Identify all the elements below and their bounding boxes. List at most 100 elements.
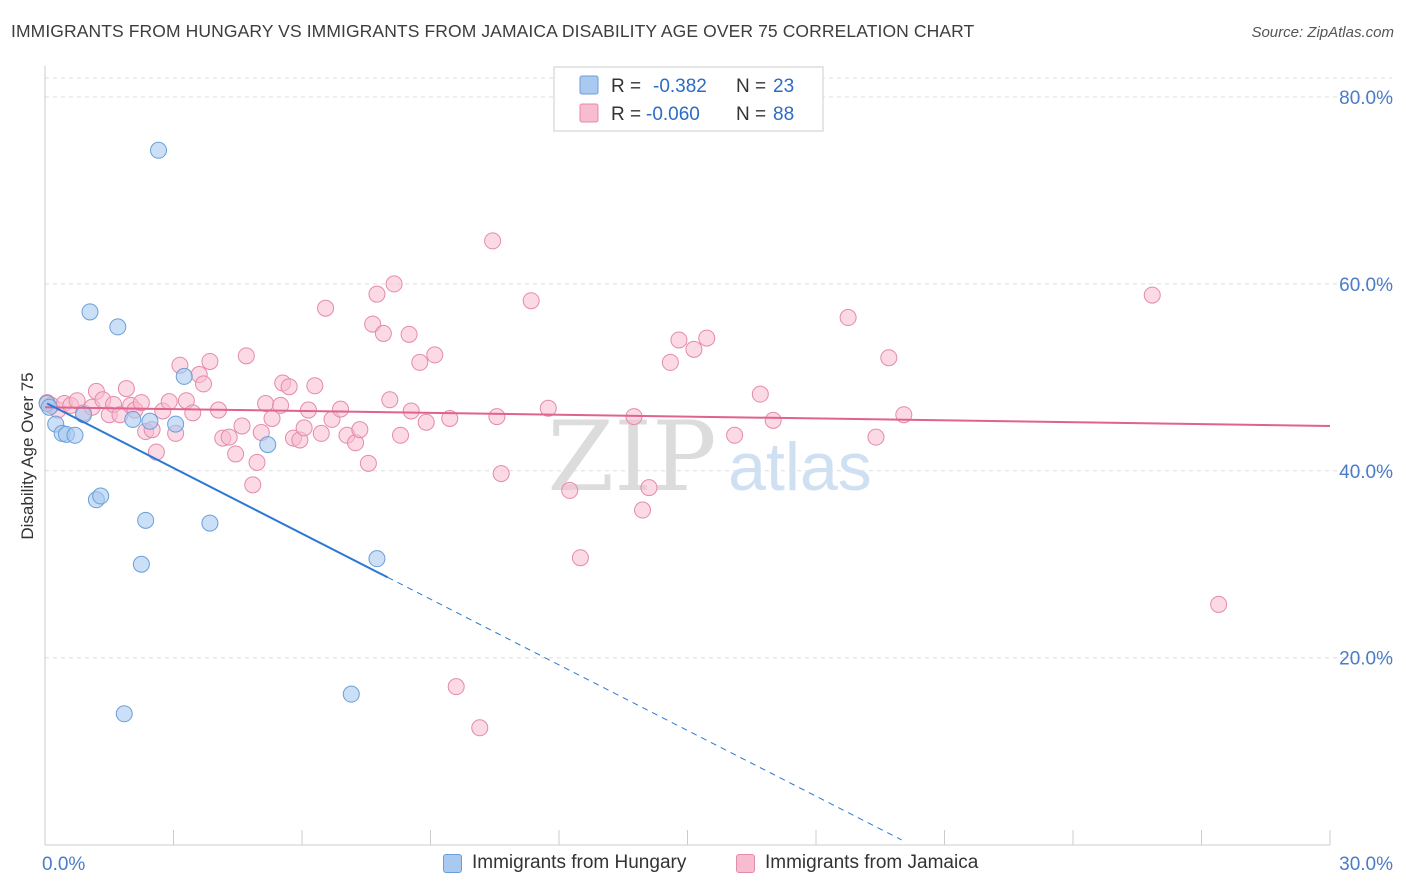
series-legend: Immigrants from Hungary Immigrants from …: [0, 852, 1406, 878]
jamaica-point: [184, 404, 202, 422]
correlation-legend: R = -0.382 N = 23 R = -0.060 N = 88: [553, 66, 824, 132]
x-tick-label: 30.0%: [1339, 854, 1393, 875]
legend-item-hungary[interactable]: Immigrants from Hungary: [443, 852, 686, 874]
legend-item-jamaica[interactable]: Immigrants from Jamaica: [736, 852, 978, 874]
jamaica-point: [227, 445, 245, 463]
hungary-point: [175, 367, 193, 385]
hungary-point: [132, 555, 150, 573]
source-credit: Source: ZipAtlas.com: [1251, 24, 1394, 41]
jamaica-point: [312, 424, 330, 442]
jamaica-point: [368, 285, 386, 303]
legend-swatch-hungary: [579, 75, 599, 95]
jamaica-point: [1143, 286, 1161, 304]
hungary-points: [38, 141, 386, 723]
jamaica-point: [201, 352, 219, 370]
jamaica-point: [359, 454, 377, 472]
legend-label-jamaica: Immigrants from Jamaica: [765, 852, 979, 873]
legend-label-hungary: Immigrants from Hungary: [472, 852, 687, 873]
hungary-point: [368, 550, 386, 568]
x-tick-label: 0.0%: [42, 854, 85, 875]
jamaica-point: [385, 275, 403, 293]
hungary-point: [259, 436, 277, 454]
jamaica-point: [640, 479, 658, 497]
jamaica-point: [751, 385, 769, 403]
jamaica-point: [634, 501, 652, 519]
axes: [44, 66, 1331, 846]
hungary-point: [92, 487, 110, 505]
hungary-point: [115, 705, 133, 723]
jamaica-point: [698, 329, 716, 347]
legend-r-label: R =: [611, 76, 641, 97]
legend-n-value: 23: [773, 76, 794, 97]
jamaica-point: [374, 324, 392, 342]
jamaica-point: [670, 331, 688, 349]
jamaica-point: [402, 402, 420, 420]
jamaica-point: [417, 413, 435, 431]
jamaica-point: [306, 377, 324, 395]
jamaica-point: [447, 678, 465, 696]
jamaica-point: [764, 411, 782, 429]
jamaica-point: [381, 391, 399, 409]
jamaica-point: [426, 346, 444, 364]
jamaica-point: [471, 719, 489, 737]
legend-r-value: -0.060: [646, 104, 700, 125]
jamaica-point: [295, 419, 313, 437]
y-tick-label: 60.0%: [1339, 275, 1393, 296]
legend-r-label: R =: [611, 104, 641, 125]
jamaica-point: [272, 396, 290, 414]
jamaica-point: [539, 399, 557, 417]
jamaica-point: [839, 309, 857, 327]
legend-n-label: N =: [736, 76, 766, 97]
hungary-point: [342, 685, 360, 703]
jamaica-point: [411, 353, 429, 371]
legend-n-label: N =: [736, 104, 766, 125]
hungary-point: [141, 412, 159, 430]
hungary-point: [66, 426, 84, 444]
jamaica-point: [484, 232, 502, 250]
tick-labels: 20.0% 40.0% 60.0% 80.0% 0.0% 30.0%: [42, 88, 1393, 875]
jamaica-point: [561, 481, 579, 499]
jamaica-point: [220, 428, 238, 446]
jamaica-point: [364, 315, 382, 333]
jamaica-point: [194, 375, 212, 393]
jamaica-point: [147, 443, 165, 461]
watermark: ZIP atlas: [547, 401, 871, 513]
jamaica-swatch: [736, 853, 755, 873]
jamaica-point: [492, 465, 510, 483]
legend-r-value: -0.382: [653, 76, 707, 97]
y-axis-label: Disability Age Over 75: [18, 372, 37, 539]
jamaica-point: [317, 299, 335, 317]
jamaica-point: [257, 395, 275, 413]
hungary-point: [150, 141, 168, 159]
hungary-point: [81, 303, 99, 321]
hungary-point: [137, 511, 155, 529]
jamaica-point: [400, 325, 418, 343]
jamaica-point: [117, 380, 135, 398]
jamaica-point: [867, 428, 885, 446]
grid-lines: [45, 77, 1392, 659]
hungary-point: [167, 415, 185, 433]
jamaica-point: [244, 476, 262, 494]
y-tick-label: 40.0%: [1339, 462, 1393, 483]
jamaica-point: [685, 340, 703, 358]
jamaica-point: [233, 417, 251, 435]
legend-n-value: 88: [773, 104, 794, 125]
jamaica-point: [1210, 595, 1228, 613]
chart-title: IMMIGRANTS FROM HUNGARY VS IMMIGRANTS FR…: [11, 21, 975, 41]
jamaica-point: [248, 453, 266, 471]
jamaica-trend-line: [44, 406, 1331, 427]
legend-swatch-jamaica: [579, 103, 599, 123]
jamaica-point: [332, 400, 350, 418]
jamaica-point: [132, 394, 150, 412]
watermark-atlas: atlas: [728, 429, 872, 505]
jamaica-points: [38, 232, 1228, 737]
jamaica-point: [488, 408, 506, 426]
jamaica-point: [237, 347, 255, 365]
hungary-trend-extension: [387, 576, 902, 841]
y-tick-label: 80.0%: [1339, 88, 1393, 109]
hungary-point: [109, 318, 127, 336]
jamaica-point: [571, 549, 589, 567]
y-tick-label: 20.0%: [1339, 649, 1393, 670]
hungary-trend-line: [46, 402, 389, 579]
